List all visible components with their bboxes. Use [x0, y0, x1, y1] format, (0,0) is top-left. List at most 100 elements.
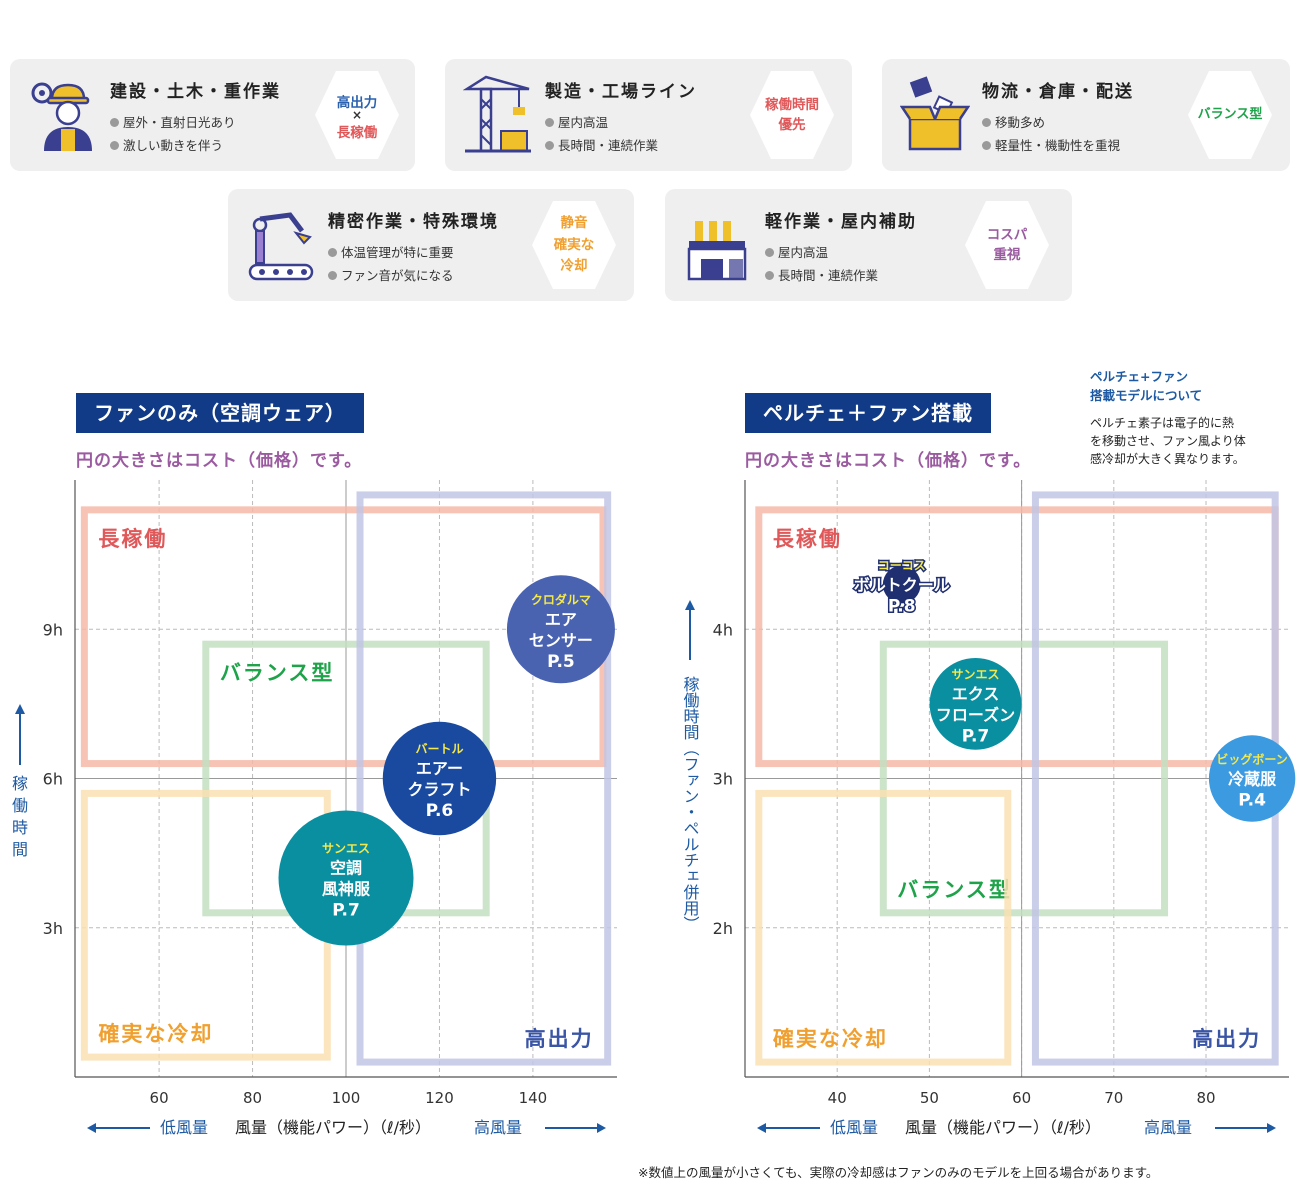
y-tick-label: 9h [43, 620, 63, 639]
bubble-page: P.4 [1238, 791, 1266, 811]
card-point: 移動多め [995, 115, 1046, 130]
region-label: 確実な冷却 [98, 1022, 213, 1046]
bubble-P.8 [882, 565, 921, 604]
construction-worker-icon [31, 82, 92, 151]
region-バランス型 [879, 640, 1169, 917]
right-chart-subtitle: 円の大きさはコスト（価格）です。 [745, 451, 1032, 471]
peltier-note-title: ペルチェ+ファン 搭載モデルについて [1090, 369, 1203, 403]
region-label: 確実な冷却 [773, 1027, 888, 1051]
bubble-product: 空調 [330, 859, 362, 878]
bubble-product: 風神服 [322, 880, 371, 899]
bubble-product: クラフト [407, 780, 471, 799]
arrow-up-icon [685, 600, 695, 610]
badge-hexagon: 静音 確実な 冷却 [532, 199, 616, 291]
badge-text: 重視 [993, 247, 1021, 263]
x-axis-title: 風量（機能パワー）（ℓ/秒） [235, 1118, 431, 1137]
x-tick-label: 80 [1196, 1089, 1215, 1107]
card-title: 精密作業・特殊環境 [328, 212, 499, 232]
x-axis-low-label: 低風量 [160, 1118, 208, 1137]
x-tick-label: 60 [1012, 1089, 1031, 1107]
region-確実な冷却 [755, 789, 1012, 1066]
arrow-left-icon [757, 1123, 766, 1133]
y-tick-label: 3h [43, 919, 63, 938]
badge-hexagon: 稼働時間 優先 [750, 69, 834, 161]
usecase-card-construction: 建設・土木・重作業 屋外・直射日光あり 激しい動きを伴う 高出力 × 長稼働 [10, 59, 415, 171]
badge-text: 優先 [778, 117, 806, 133]
y-axis-title-char: 稼 [12, 774, 28, 793]
y-tick-label: 3h [713, 770, 733, 789]
x-axis-high-label: 高風量 [1144, 1118, 1192, 1137]
y-axis-title-char: 働 [12, 796, 28, 815]
region-label: 長稼働 [98, 527, 167, 551]
card-point: 屋内高温 [778, 245, 829, 260]
peltier-note-body: ペルチェ素子は電子的に熱 を移動させ、ファン風より体 感冷却が大きく異なります。 [1090, 416, 1246, 466]
badge-text: 冷却 [560, 258, 588, 274]
robot-arm-icon [248, 212, 314, 281]
card-point: 軽量性・機動性を重視 [995, 138, 1121, 153]
bubble-brand: バートル [415, 742, 463, 756]
card-point: 長時間・連続作業 [778, 268, 879, 283]
badge-text: × [351, 108, 363, 122]
badge-text: 高出力 [336, 95, 378, 111]
region-label: バランス型 [897, 878, 1012, 902]
left-chart-title: ファンのみ（空調ウェア） [76, 393, 364, 433]
region-高出力 [356, 491, 612, 1066]
arrow-right-icon [1267, 1123, 1276, 1133]
bubble-P.6 [382, 721, 497, 836]
bubble-brand: クロダルマ [531, 592, 591, 607]
usecase-card-precision: 精密作業・特殊環境 体温管理が特に重要 ファン音が気になる 静音 確実な 冷却 [228, 189, 634, 301]
x-axis-low-label: 低風量 [830, 1118, 878, 1137]
card-point: ファン音が気になる [341, 268, 454, 283]
y-axis-title-char: 時 [12, 818, 28, 837]
bubble-page: P.8 [888, 596, 916, 616]
cardboard-box-icon [900, 76, 970, 151]
usecase-card-logistics: 物流・倉庫・配送 移動多め 軽量性・機動性を重視 バランス型 [882, 59, 1290, 171]
arrow-right-icon [597, 1123, 606, 1133]
crane-icon [463, 75, 531, 153]
y-axis-title: 稼働時間（ファン・ペルチェ併用） [681, 676, 700, 932]
x-axis-high-label: 高風量 [474, 1118, 522, 1137]
bubble-P.7 [278, 810, 414, 946]
usecase-card-factory-line: 製造・工場ライン 屋内高温 長時間・連続作業 稼働時間 優先 [445, 59, 852, 171]
bubble-product: エアー [416, 759, 463, 778]
bubble-page: P.7 [962, 726, 990, 746]
region-label: 高出力 [525, 1027, 594, 1051]
y-axis-title-char: 間 [12, 840, 28, 859]
bubble-page: P.6 [426, 801, 454, 821]
bubble-product: ボルトクール [854, 575, 950, 594]
y-tick-label: 4h [713, 620, 733, 639]
y-tick-label: 6h [43, 770, 63, 789]
badge-hexagon: コスパ 重視 [965, 199, 1049, 291]
bubble-P.7 [929, 657, 1022, 750]
x-tick-label: 80 [243, 1089, 262, 1107]
badge-text: コスパ [986, 227, 1028, 243]
badge-hexagon: 高出力 × 長稼働 [315, 69, 399, 161]
x-tick-label: 100 [332, 1089, 361, 1107]
right-chart-title: ペルチェ＋ファン搭載 [745, 393, 991, 433]
bubble-page: P.5 [547, 652, 575, 672]
x-axis-title: 風量（機能パワー）（ℓ/秒） [905, 1118, 1101, 1137]
region-label: 長稼働 [773, 527, 842, 551]
badge-hexagon: バランス型 [1188, 69, 1272, 161]
bubble-product: フローズン [936, 705, 1015, 724]
badge-text: 稼働時間 [765, 97, 819, 113]
card-point: 屋外・直射日光あり [123, 115, 236, 130]
x-tick-label: 120 [425, 1089, 454, 1107]
bubble-brand: サンエス [322, 842, 370, 856]
x-tick-label: 60 [150, 1089, 169, 1107]
card-point: 激しい動きを伴う [123, 138, 224, 153]
region-label: 高出力 [1192, 1027, 1261, 1051]
bubble-P.4 [1208, 735, 1296, 822]
bubble-product: エクス [952, 684, 1000, 703]
footnote: ※数値上の風量が小さくても、実際の冷却感はファンのみのモデルを上回る場合がありま… [638, 1165, 1159, 1180]
card-point: 屋内高温 [558, 115, 609, 130]
y-tick-label: 2h [713, 919, 733, 938]
arrow-left-icon [87, 1123, 96, 1133]
card-title: 建設・土木・重作業 [110, 82, 281, 102]
bubble-product: 冷蔵服 [1228, 770, 1277, 789]
card-point: 長時間・連続作業 [558, 138, 659, 153]
badge-text: 長稼働 [336, 125, 378, 141]
bubble-product: センサー [529, 631, 593, 650]
x-tick-label: 40 [828, 1089, 847, 1107]
x-tick-label: 140 [519, 1089, 548, 1107]
